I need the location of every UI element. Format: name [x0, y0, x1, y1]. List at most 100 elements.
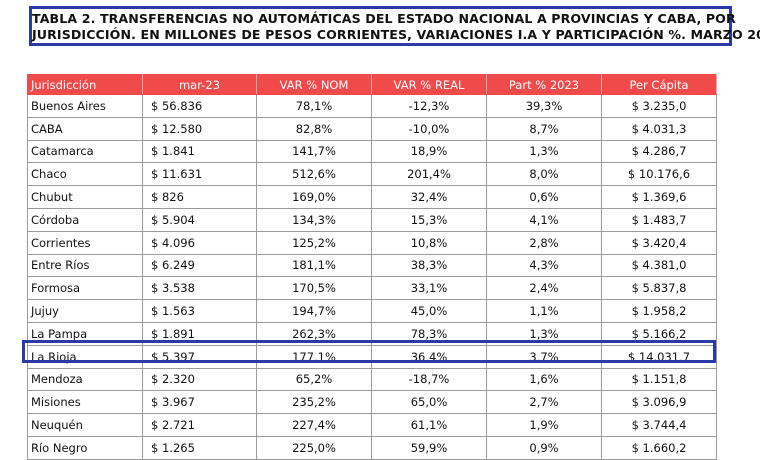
table-row: CABA $ 12.580 82,8% -10,0% 8,7% $ 4.031,3 [27, 116, 717, 141]
value-cell: -10,0% [371, 116, 487, 141]
value-cell: $ 4.381,0 [601, 253, 717, 278]
value-cell: 1,3% [486, 321, 602, 346]
column-header: VAR % NOM [256, 74, 372, 95]
column-header: Per Cápita [601, 74, 717, 95]
table-row: Formosa $ 3.538 170,5% 33,1% 2,4% $ 5.837,8 [27, 276, 717, 301]
value-cell: $ 1.891 [142, 321, 257, 346]
value-cell: 4,1% [486, 207, 602, 232]
table-header-row: Jurisdicción mar-23 VAR % NOM VAR % REAL… [27, 74, 717, 95]
column-header: mar-23 [142, 74, 257, 95]
value-cell: $ 1.369,6 [601, 185, 717, 209]
value-cell: 36,4% [371, 344, 487, 369]
jurisdiction-cell: La Rioja [27, 344, 143, 369]
value-cell: 59,9% [371, 435, 487, 460]
value-cell: $ 4.286,7 [601, 139, 717, 164]
value-cell: 512,6% [256, 162, 372, 187]
value-cell: 1,9% [486, 413, 602, 437]
value-cell: $ 3.967 [142, 390, 257, 415]
table-row: Jujuy $ 1.563 194,7% 45,0% 1,1% $ 1.958,2 [27, 299, 717, 323]
value-cell: 82,8% [256, 116, 372, 141]
value-cell: $ 1.841 [142, 139, 257, 164]
value-cell: 32,4% [371, 185, 487, 209]
value-cell: 3,7% [486, 344, 602, 369]
value-cell: 8,0% [486, 162, 602, 187]
value-cell: $ 5.904 [142, 207, 257, 232]
value-cell: -18,7% [371, 367, 487, 392]
value-cell: 141,7% [256, 139, 372, 164]
value-cell: -12,3% [371, 94, 487, 118]
jurisdiction-cell: Jujuy [27, 299, 143, 323]
value-cell: 1,6% [486, 367, 602, 392]
value-cell: $ 3.420,4 [601, 230, 717, 255]
value-cell: 61,1% [371, 413, 487, 437]
value-cell: $ 1.483,7 [601, 207, 717, 232]
value-cell: 194,7% [256, 299, 372, 323]
jurisdiction-cell: Catamarca [27, 139, 143, 164]
value-cell: 38,3% [371, 253, 487, 278]
table-row: Entre Ríos $ 6.249 181,1% 38,3% 4,3% $ 4.381,… [27, 253, 717, 278]
jurisdiction-cell: CABA [27, 116, 143, 141]
jurisdiction-cell: Neuquén [27, 413, 143, 437]
jurisdiction-cell: Formosa [27, 276, 143, 301]
value-cell: $ 2.320 [142, 367, 257, 392]
jurisdiction-cell: Chubut [27, 185, 143, 209]
value-cell: 1,1% [486, 299, 602, 323]
value-cell: $ 5.166,2 [601, 321, 717, 346]
jurisdiction-cell: Córdoba [27, 207, 143, 232]
value-cell: 33,1% [371, 276, 487, 301]
table-row: Neuquén $ 2.721 227,4% 61,1% 1,9% $ 3.744,4 [27, 413, 717, 437]
column-header: VAR % REAL [371, 74, 487, 95]
jurisdiction-cell: Corrientes [27, 230, 143, 255]
value-cell: $ 56.836 [142, 94, 257, 118]
value-cell: 170,5% [256, 276, 372, 301]
table-row: Catamarca $ 1.841 141,7% 18,9% 1,3% $ 4.286,7 [27, 139, 717, 164]
value-cell: 78,1% [256, 94, 372, 118]
value-cell: 2,8% [486, 230, 602, 255]
table-row: Chaco $ 11.631 512,6% 201,4% 8,0% $ 10.176,6 [27, 162, 717, 187]
value-cell: $ 10.176,6 [601, 162, 717, 187]
column-header: Part % 2023 [486, 74, 602, 95]
title-line-2: JURISDICCIÓN. EN MILLONES DE PESOS CORRI… [32, 27, 760, 42]
value-cell: 125,2% [256, 230, 372, 255]
table-row: Córdoba $ 5.904 134,3% 15,3% 4,1% $ 1.483,7 [27, 207, 717, 232]
table-row: Buenos Aires $ 56.836 78,1% -12,3% 39,3% $ 3.… [27, 94, 717, 118]
value-cell: 10,8% [371, 230, 487, 255]
value-cell: $ 2.721 [142, 413, 257, 437]
value-cell: 4,3% [486, 253, 602, 278]
column-header: Jurisdicción [27, 74, 143, 95]
value-cell: 0,9% [486, 435, 602, 460]
jurisdiction-cell: Entre Ríos [27, 253, 143, 278]
table-row: Mendoza $ 2.320 65,2% -18,7% 1,6% $ 1.151,8 [27, 367, 717, 392]
value-cell: $ 4.096 [142, 230, 257, 255]
jurisdiction-cell: La Pampa [27, 321, 143, 346]
jurisdiction-cell: Buenos Aires [27, 94, 143, 118]
value-cell: 45,0% [371, 299, 487, 323]
table-row: La Rioja $ 5.397 177,1% 36,4% 3,7% $ 14.031,7 [27, 344, 717, 369]
value-cell: 2,7% [486, 390, 602, 415]
table-row: Corrientes $ 4.096 125,2% 10,8% 2,8% $ 3.420,… [27, 230, 717, 255]
value-cell: $ 6.249 [142, 253, 257, 278]
value-cell: $ 11.631 [142, 162, 257, 187]
value-cell: $ 12.580 [142, 116, 257, 141]
value-cell: 39,3% [486, 94, 602, 118]
value-cell: $ 1.563 [142, 299, 257, 323]
value-cell: $ 3.235,0 [601, 94, 717, 118]
table-row: Misiones $ 3.967 235,2% 65,0% 2,7% $ 3.096,9 [27, 390, 717, 415]
value-cell: 15,3% [371, 207, 487, 232]
value-cell: $ 826 [142, 185, 257, 209]
value-cell: 181,1% [256, 253, 372, 278]
value-cell: $ 14.031,7 [601, 344, 717, 369]
value-cell: 8,7% [486, 116, 602, 141]
value-cell: 262,3% [256, 321, 372, 346]
value-cell: 0,6% [486, 185, 602, 209]
table-row: La Pampa $ 1.891 262,3% 78,3% 1,3% $ 5.166,2 [27, 321, 717, 346]
value-cell: 235,2% [256, 390, 372, 415]
value-cell: 177,1% [256, 344, 372, 369]
value-cell: 78,3% [371, 321, 487, 346]
value-cell: $ 4.031,3 [601, 116, 717, 141]
value-cell: 65,0% [371, 390, 487, 415]
value-cell: $ 1.958,2 [601, 299, 717, 323]
value-cell: $ 3.744,4 [601, 413, 717, 437]
value-cell: 18,9% [371, 139, 487, 164]
jurisdiction-cell: Río Negro [27, 435, 143, 460]
